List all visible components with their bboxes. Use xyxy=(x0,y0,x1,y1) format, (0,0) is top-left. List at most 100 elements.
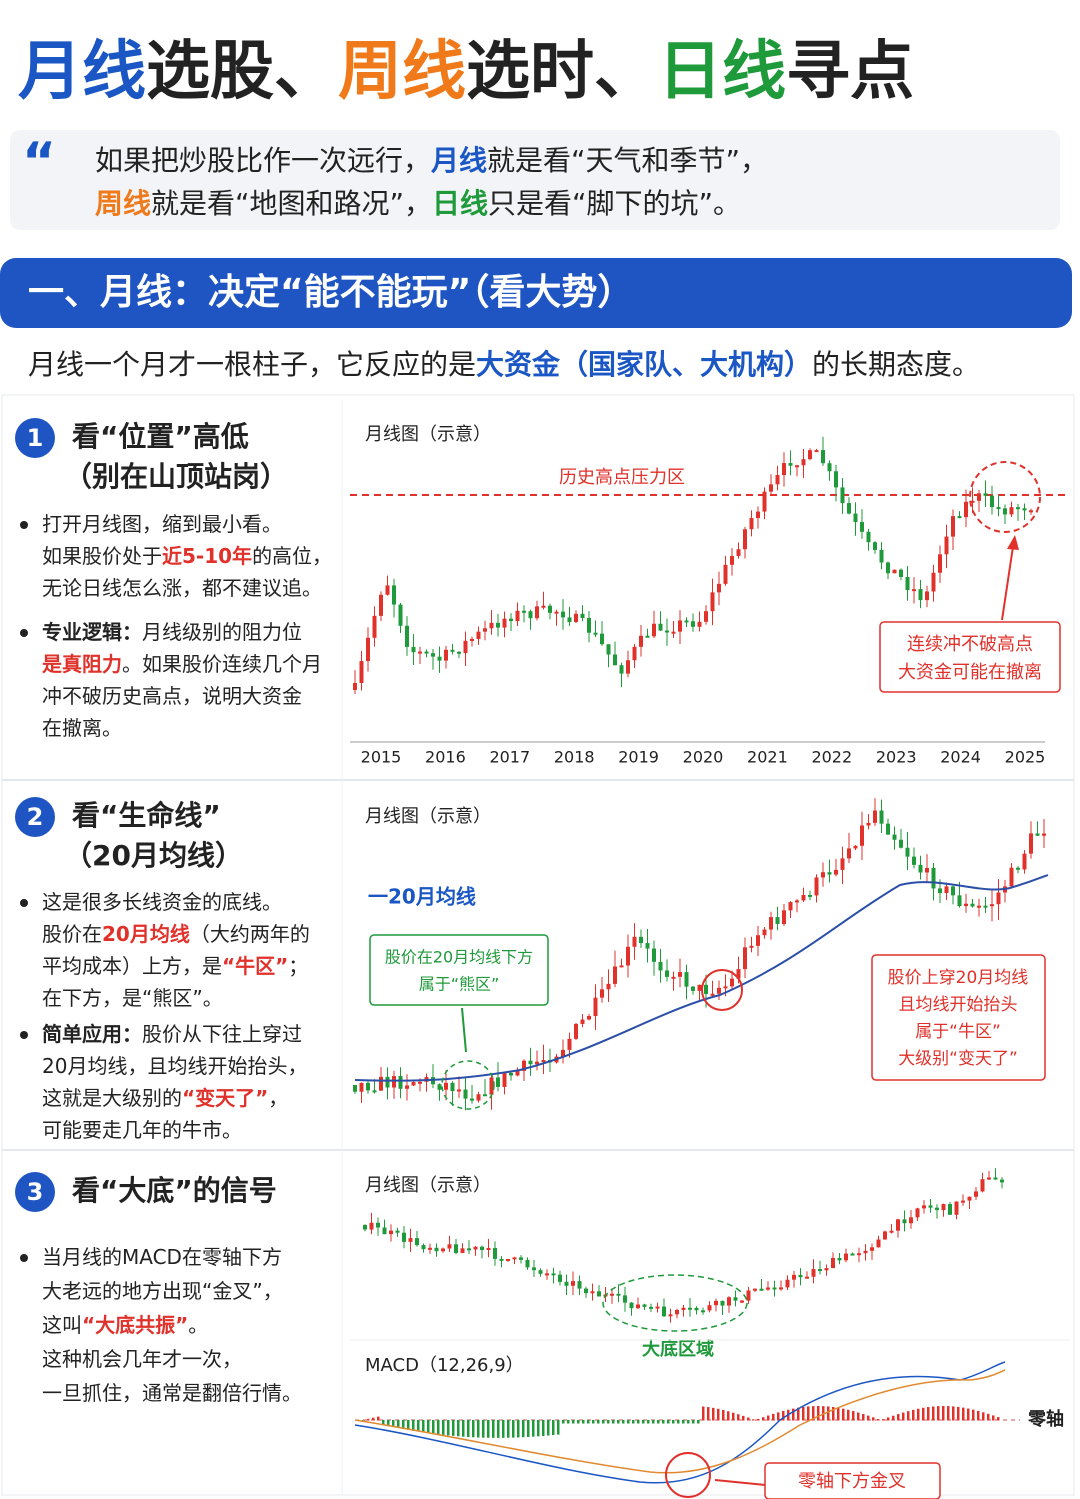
candle-body xyxy=(580,613,585,619)
text-segment: 这叫 xyxy=(42,1313,82,1337)
candle-body xyxy=(584,1288,588,1294)
candle-body xyxy=(733,1297,738,1301)
text-segment: 平均成本）上方，是 xyxy=(42,954,222,978)
text-segment: 打开月线图，缩到最小看。 xyxy=(42,512,282,536)
candle-body xyxy=(701,1310,705,1313)
macd-bar xyxy=(877,1419,880,1421)
candle-body xyxy=(457,651,461,654)
text-line: 无论日线怎么涨，都不建议追。 xyxy=(42,576,322,600)
candle-body xyxy=(421,1245,426,1250)
macd-bar xyxy=(712,1407,715,1421)
macd-bar xyxy=(577,1420,580,1424)
candle-body xyxy=(974,1191,978,1197)
macd-bar xyxy=(747,1417,750,1421)
candle-body xyxy=(668,1314,673,1317)
candle-body xyxy=(587,618,591,633)
text-line: 这种机会几年才一次， xyxy=(42,1347,242,1371)
candle-body xyxy=(1022,853,1027,870)
arrow xyxy=(714,1479,766,1486)
text-segment: 这种机会几年才一次， xyxy=(42,1347,242,1371)
candle-body xyxy=(574,613,578,623)
macd-bar xyxy=(562,1420,565,1424)
candle-body xyxy=(545,1273,549,1276)
candle-body xyxy=(389,1230,393,1235)
candle-body xyxy=(756,511,760,519)
candle-body xyxy=(831,1257,835,1269)
macd-bar xyxy=(907,1411,910,1421)
candle-body xyxy=(655,1306,660,1309)
bull-box xyxy=(871,954,1046,1081)
text-segment: 无论日线怎么涨，都不建议追。 xyxy=(42,576,322,600)
candle-body xyxy=(626,946,630,966)
candle-body xyxy=(987,1177,991,1180)
candle-body xyxy=(879,810,884,824)
candle-body xyxy=(870,1247,874,1251)
candle-body xyxy=(366,637,370,662)
macd-bar xyxy=(412,1420,415,1431)
candle-body xyxy=(886,823,890,835)
bear-text: 股价在20月均线下方 xyxy=(385,948,533,967)
dea-line xyxy=(354,1369,1006,1474)
candle-body xyxy=(402,1232,406,1242)
macd-bar xyxy=(582,1420,585,1424)
candle-body xyxy=(392,1076,396,1088)
candle-body xyxy=(658,623,663,631)
candle-body xyxy=(957,516,962,519)
macd-bar xyxy=(717,1408,720,1421)
candle-body xyxy=(632,936,637,947)
macd-bar xyxy=(622,1420,625,1424)
macd-bar xyxy=(632,1420,635,1424)
year-label: 2021 xyxy=(747,748,788,767)
candle-body xyxy=(788,902,793,911)
macd-bar xyxy=(677,1420,680,1424)
candle-body xyxy=(626,660,630,674)
macd-bar xyxy=(692,1420,695,1424)
step-badge xyxy=(15,418,55,458)
candle-body xyxy=(990,904,994,907)
bear-text: 属于“熊区” xyxy=(419,975,500,994)
macd-label: MACD（12,26,9） xyxy=(365,1355,524,1376)
macd-bar xyxy=(742,1415,745,1421)
text-segment: 。 xyxy=(188,1313,208,1337)
candle-body xyxy=(899,839,903,848)
year-label: 2019 xyxy=(618,748,659,767)
candle-body xyxy=(759,1288,764,1291)
cross-text: 零轴下方金叉 xyxy=(798,1471,906,1492)
candle-body xyxy=(808,450,812,460)
text-segment: 在下方，是“熊区”。 xyxy=(42,986,223,1010)
candle-body xyxy=(571,1281,575,1286)
macd-bar xyxy=(422,1420,425,1433)
candle-body xyxy=(970,903,975,907)
macd-bar xyxy=(532,1420,535,1437)
macd-bar xyxy=(557,1420,560,1435)
candle-body xyxy=(398,604,403,626)
candle-body xyxy=(772,1287,777,1290)
macd-bar xyxy=(792,1408,795,1421)
text-segment: 日线 xyxy=(658,35,786,109)
candle-body xyxy=(892,834,897,840)
candle-body xyxy=(522,610,526,613)
candle-body xyxy=(850,1253,855,1256)
macd-bar xyxy=(762,1417,765,1421)
candle-body xyxy=(951,516,955,537)
candle-body xyxy=(922,1205,926,1209)
candle-body xyxy=(499,1258,504,1261)
macd-bar xyxy=(452,1420,455,1436)
candle-body xyxy=(675,1309,679,1315)
macd-bar xyxy=(917,1408,920,1421)
macd-bar xyxy=(957,1406,960,1421)
candle-body xyxy=(652,948,656,962)
macd-bar xyxy=(767,1415,770,1421)
candle-body xyxy=(883,1231,887,1240)
candle-body xyxy=(821,872,825,878)
candle-body xyxy=(418,1081,422,1084)
candle-body xyxy=(441,1248,445,1252)
macd-bar xyxy=(467,1420,470,1438)
candle-body xyxy=(720,1300,725,1306)
candle-body xyxy=(363,1225,367,1230)
candle-body xyxy=(853,513,858,523)
bull-text: 属于“牛区” xyxy=(915,1022,1001,1042)
candle-body xyxy=(398,1076,403,1089)
candle-body xyxy=(684,620,689,623)
macd-bar xyxy=(572,1420,575,1424)
